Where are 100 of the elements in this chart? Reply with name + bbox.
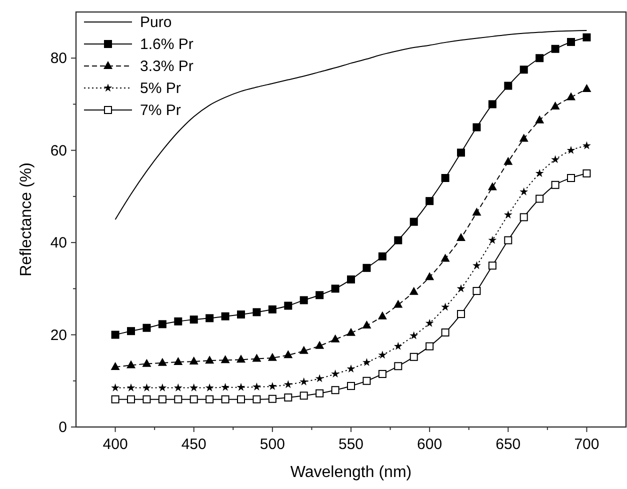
point	[331, 370, 340, 378]
point	[410, 218, 418, 226]
point	[457, 310, 465, 318]
point	[472, 261, 481, 270]
point	[488, 100, 496, 108]
y-axis-title: Reflectance (%)	[18, 162, 35, 276]
point	[158, 320, 166, 328]
point	[457, 148, 465, 157]
point	[551, 44, 560, 53]
point	[456, 284, 466, 292]
point	[158, 395, 166, 404]
point	[284, 380, 292, 388]
point	[111, 383, 120, 392]
point	[567, 38, 575, 46]
point	[535, 168, 544, 177]
point	[566, 92, 576, 100]
point	[206, 314, 214, 322]
point	[174, 317, 182, 326]
point	[378, 370, 386, 378]
point	[362, 358, 371, 366]
point	[190, 316, 198, 324]
point	[472, 208, 482, 216]
point	[566, 146, 576, 154]
point	[252, 395, 261, 404]
point	[284, 350, 293, 358]
point	[331, 284, 340, 293]
point	[394, 300, 403, 308]
point	[252, 382, 261, 390]
point	[127, 395, 135, 404]
point	[394, 236, 402, 244]
point	[299, 346, 308, 354]
point	[582, 141, 591, 150]
x-tick-label: 500	[260, 436, 285, 453]
point	[426, 342, 434, 350]
line-series	[114, 30, 588, 220]
point	[158, 358, 167, 366]
x-axis-title: Wavelength (nm)	[290, 464, 412, 481]
point	[504, 156, 513, 165]
point	[567, 174, 575, 182]
point	[221, 382, 230, 391]
point	[488, 236, 497, 244]
x-tick-label: 600	[417, 436, 442, 453]
legend-label: 1.6% Pr	[140, 36, 194, 53]
point	[330, 334, 340, 342]
point	[504, 236, 512, 244]
point	[346, 328, 356, 336]
point	[206, 395, 214, 404]
point	[472, 123, 481, 132]
point	[126, 383, 136, 392]
point	[189, 356, 198, 365]
point	[268, 394, 276, 403]
point	[346, 364, 356, 372]
point	[127, 327, 135, 336]
point	[236, 354, 246, 363]
point	[425, 272, 434, 280]
point	[252, 354, 262, 362]
point	[440, 254, 450, 262]
point	[582, 169, 591, 178]
x-tick-label: 450	[181, 436, 206, 453]
point	[300, 296, 308, 304]
point	[441, 328, 450, 336]
x-tick-label: 700	[574, 436, 600, 453]
point	[174, 395, 182, 404]
point	[426, 197, 434, 206]
point	[268, 352, 277, 361]
point	[174, 383, 182, 392]
legend-label: 3.3% Pr	[140, 58, 194, 75]
point	[504, 210, 512, 218]
x-tick-label: 650	[496, 436, 521, 453]
point	[551, 180, 560, 189]
point	[268, 382, 277, 390]
point	[536, 54, 544, 62]
point	[550, 102, 560, 110]
point	[315, 374, 324, 382]
y-tick-label: 80	[50, 50, 67, 68]
point	[284, 302, 292, 310]
point	[409, 286, 418, 295]
y-tick-label: 60	[50, 142, 67, 160]
point	[331, 386, 340, 394]
point	[425, 318, 434, 327]
point	[362, 320, 372, 329]
legend-label: Puro	[140, 14, 172, 31]
point	[347, 382, 355, 390]
point	[205, 383, 214, 392]
point	[190, 383, 198, 392]
point	[284, 393, 292, 402]
point	[362, 264, 371, 272]
point	[111, 330, 120, 339]
point	[142, 395, 151, 404]
point	[441, 302, 450, 311]
point	[205, 356, 214, 364]
point	[347, 275, 355, 284]
legend-label: 7% Pr	[140, 102, 181, 119]
point	[410, 352, 418, 361]
point	[315, 340, 324, 349]
point	[456, 232, 466, 241]
point	[410, 331, 418, 340]
point	[504, 82, 512, 90]
point	[236, 382, 246, 391]
point	[551, 155, 560, 164]
